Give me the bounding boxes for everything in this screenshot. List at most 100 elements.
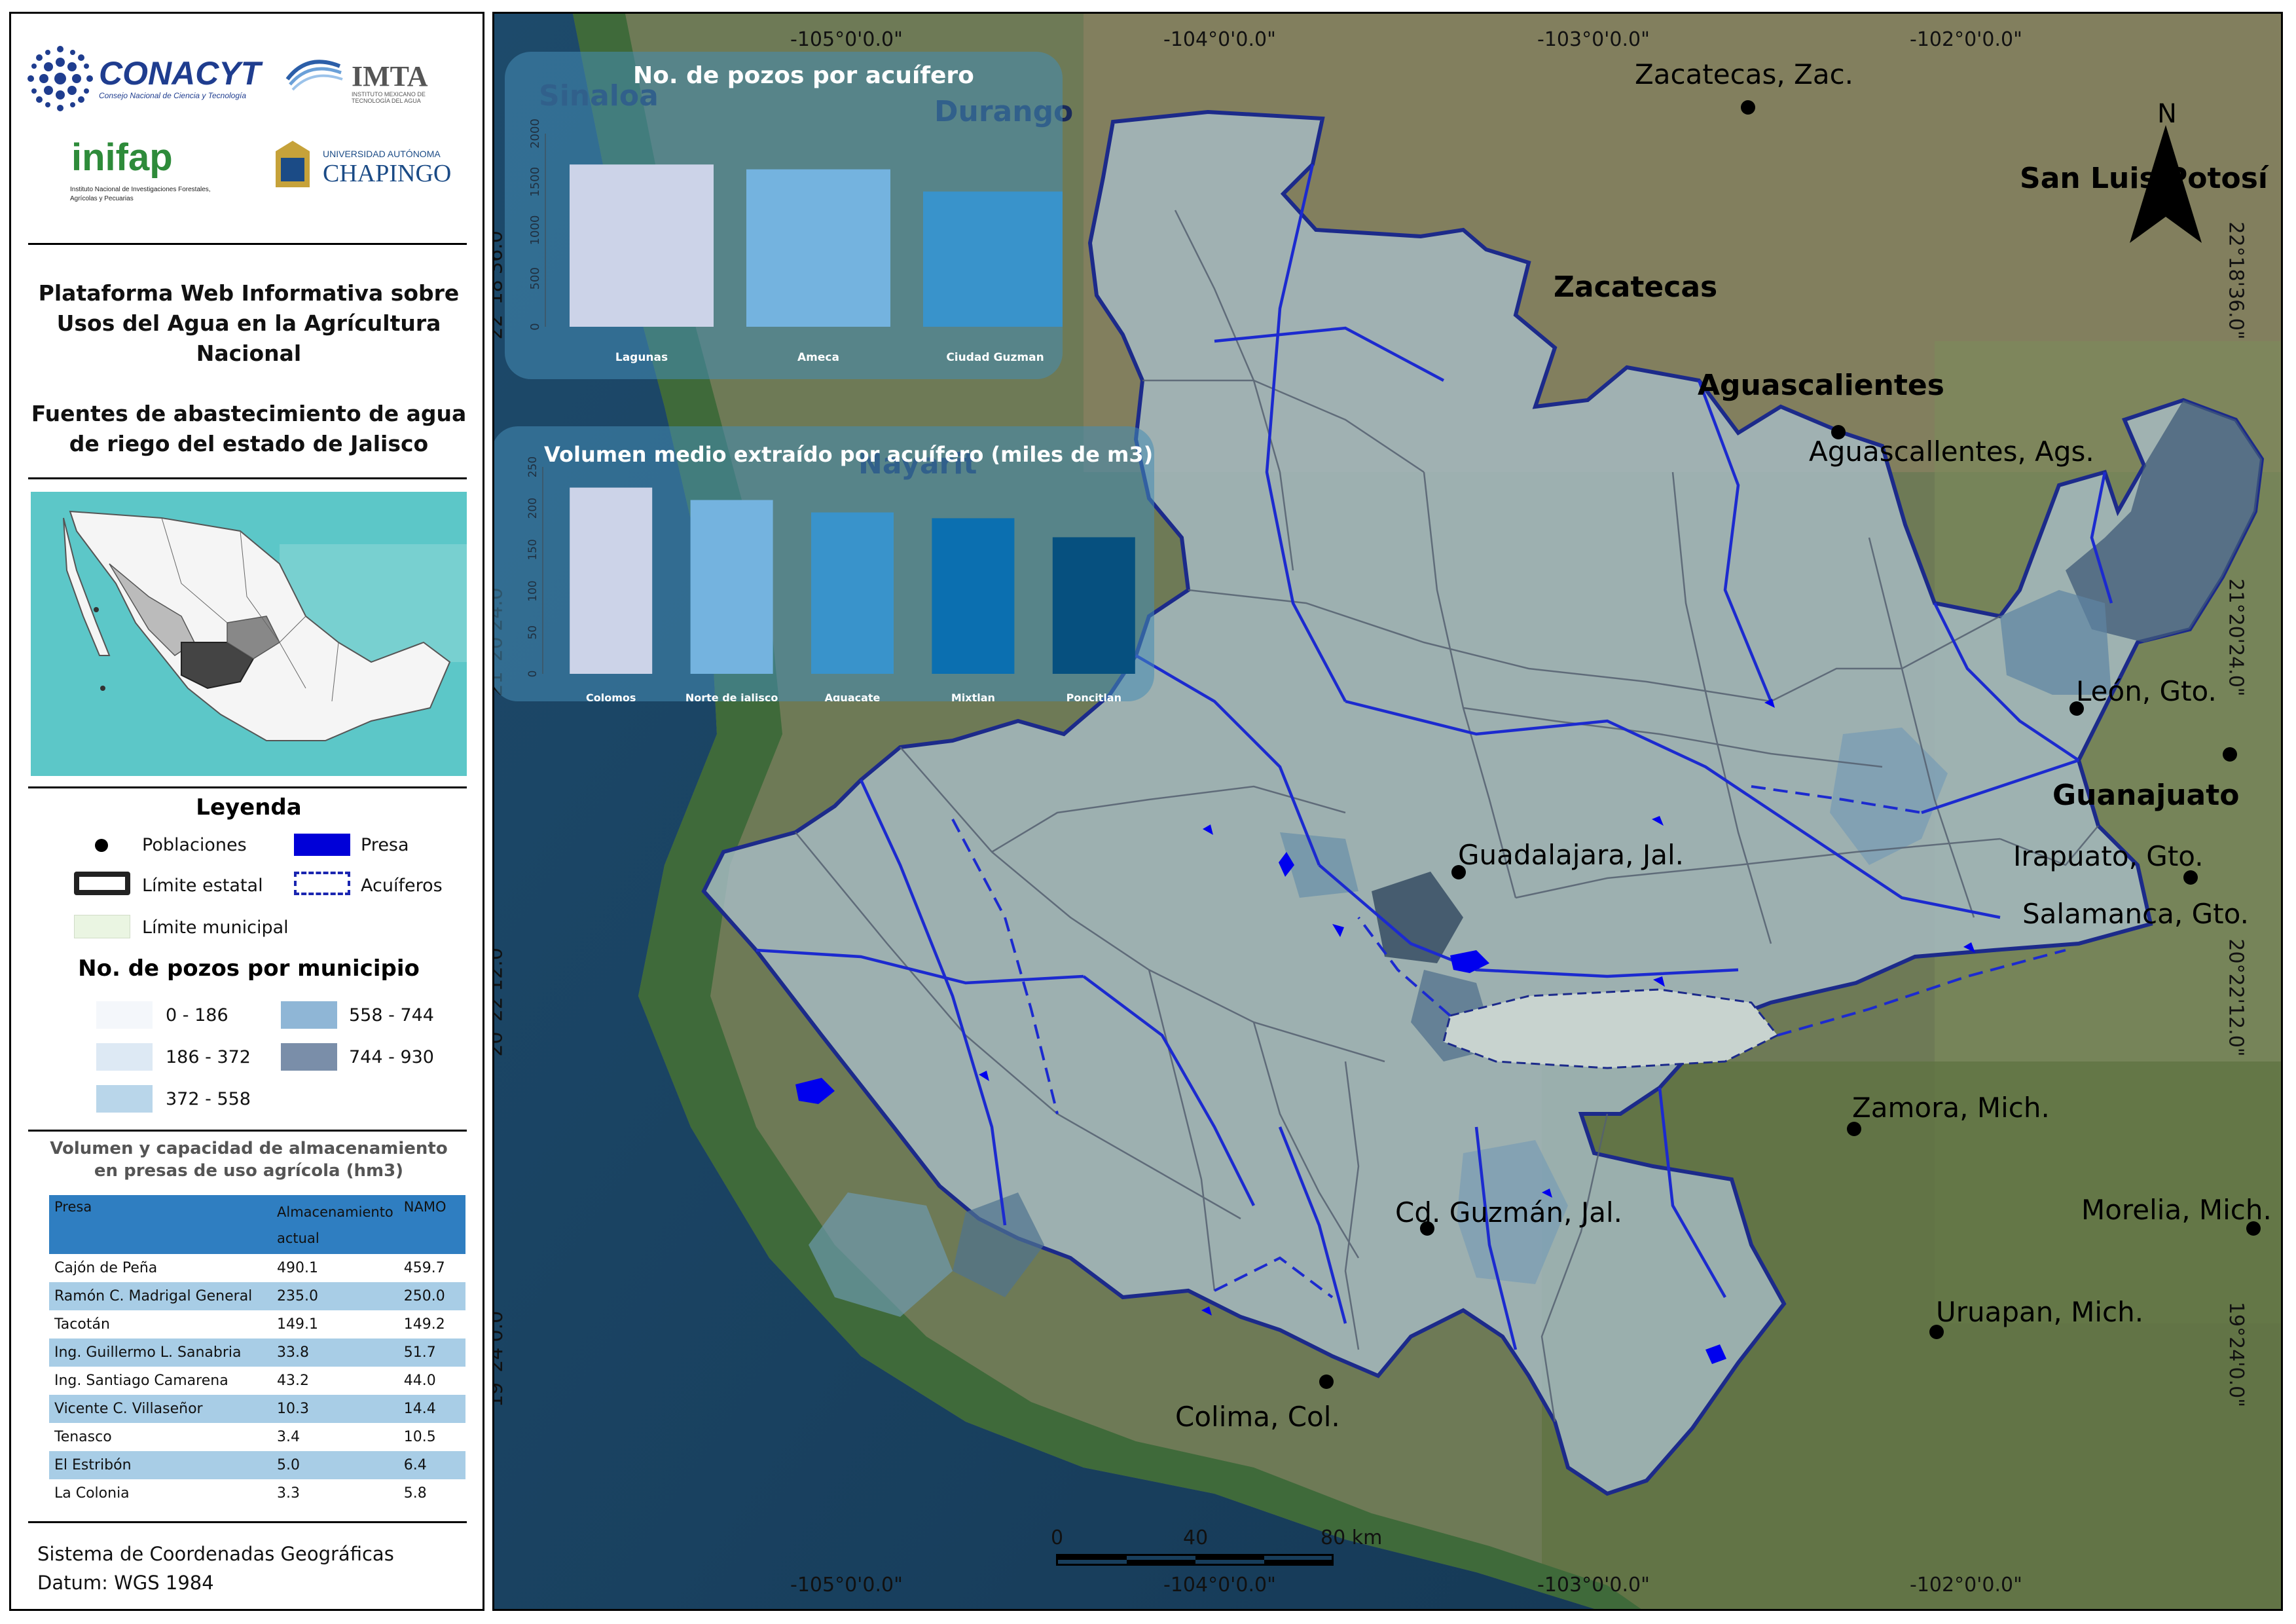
- locator-map: [31, 492, 467, 776]
- table-cell: Tacotán: [54, 1316, 110, 1333]
- city-dot: [1420, 1221, 1434, 1236]
- scale-label-40: 40: [1183, 1526, 1209, 1549]
- y-tick-label: 0: [528, 323, 542, 330]
- city-label-salamanca: Salamanca, Gto.: [2022, 898, 2249, 930]
- table-row: Cajón de Peña 490.1 459.7: [49, 1254, 465, 1282]
- table-cell: 14.4: [398, 1395, 465, 1423]
- class-label-3: 558 - 744: [349, 1005, 434, 1025]
- north-arrow-icon: [2130, 125, 2202, 243]
- state-label-san-luis-potosi: San Luis Potosí: [2020, 162, 2268, 195]
- city-dot: [1831, 425, 1846, 439]
- y-tick-label: 1500: [528, 167, 542, 197]
- coordinate-system-label: Sistema de Coordenadas Geográficas Datum…: [37, 1540, 394, 1597]
- table-row: Tenasco 3.4 10.5: [49, 1423, 465, 1451]
- imta-logo-text: IMTA: [352, 60, 428, 92]
- inifap-logo-text: inifap: [71, 136, 173, 179]
- class-label-4: 744 - 930: [349, 1047, 434, 1067]
- y-tick-label: 200: [526, 498, 539, 519]
- table-cell: Tenasco: [54, 1429, 112, 1445]
- presas-table: Presa Almacenamiento actual NAMO Cajón d…: [49, 1195, 465, 1507]
- city-label-irapuato: Irapuato, Gto.: [2013, 840, 2204, 872]
- coord-bottom-2: -103°0'0.0": [1537, 1574, 1650, 1596]
- table-header: NAMO: [398, 1195, 465, 1254]
- bar: [690, 500, 773, 674]
- x-category-label: Colomos: [586, 692, 636, 701]
- jalisco-state-polygon: [701, 109, 2265, 1496]
- chapingo-logo-text: CHAPINGO: [323, 160, 452, 187]
- coord-left-2: 20°22'12.0": [492, 938, 507, 1057]
- volume-chart: 0 50 100 150 200 250 Colomos Norte de jalisco Ag…: [526, 456, 1135, 701]
- bar: [923, 191, 1063, 327]
- table-cell: 44.0: [403, 1373, 436, 1389]
- scale-bar: [1056, 1554, 1334, 1566]
- table-header: Almacenamiento actual: [272, 1195, 399, 1254]
- table-cell: 149.2: [403, 1316, 445, 1333]
- volume-chart-title: Volumen medio extraído por acuífero (mil…: [544, 442, 1154, 467]
- scale-label-0: 0: [1051, 1526, 1064, 1549]
- map-title-line2: de riego del estado de Jalisco: [69, 431, 429, 456]
- y-tick-label: 0: [526, 671, 539, 678]
- class-label-2: 372 - 558: [166, 1089, 251, 1109]
- y-tick-label: 50: [526, 625, 539, 640]
- class-swatch-1: [96, 1043, 153, 1071]
- legend-title: Leyenda: [196, 794, 302, 821]
- table-cell: Ramón C. Madrigal General: [49, 1282, 272, 1310]
- city-label-morelia: Morelia, Mich.: [2081, 1194, 2272, 1226]
- coord-top-3: -102°0'0.0": [1910, 28, 2022, 51]
- table-cell: 43.2: [277, 1373, 309, 1389]
- map-frame: -105°0'0.0" -104°0'0.0" -103°0'0.0" -102…: [492, 12, 2283, 1611]
- info-panel: CONACYT Consejo Nacional de Ciencia y Te…: [9, 12, 484, 1611]
- presas-table-title-line2: en presas de uso agrícola (hm3): [94, 1161, 404, 1181]
- legend-acuiferos: Acuíferos: [361, 876, 443, 896]
- table-cell: 10.3: [272, 1395, 399, 1423]
- wells-chart: 0 500 1000 1500 2000 Lagunas Ameca Ciudad Guzma…: [528, 119, 1063, 364]
- y-tick-label: 250: [526, 456, 539, 477]
- class-swatch-0: [96, 1001, 153, 1029]
- class-label-0: 0 - 186: [166, 1005, 228, 1025]
- table-row: El Estribón 5.0 6.4: [49, 1451, 465, 1479]
- city-dot: [2183, 870, 2198, 885]
- legend-poblaciones: Poblaciones: [142, 835, 247, 855]
- bar: [1052, 537, 1135, 674]
- scale-label-80: 80 km: [1321, 1526, 1383, 1549]
- table-cell: 250.0: [398, 1282, 465, 1310]
- table-cell: Ing. Guillermo L. Sanabria: [49, 1338, 272, 1367]
- city-dot: [2069, 701, 2084, 716]
- table-row: Tacotán 149.1 149.2: [49, 1310, 465, 1338]
- presas-table-title: Volumen y capacidad de almacenamiento en…: [11, 1137, 486, 1182]
- y-tick-label: 1000: [528, 215, 542, 246]
- table-row: Ramón C. Madrigal General 235.0 250.0: [49, 1282, 465, 1310]
- city-label-leon: León, Gto.: [2076, 675, 2217, 707]
- chapingo-logo-icon: [276, 141, 310, 187]
- platform-title-line1: Plataforma Web Informativa sobre: [38, 280, 460, 306]
- coord-top-1: -104°0'0.0": [1163, 28, 1276, 51]
- coord-right-1: 21°20'24.0": [2224, 578, 2248, 697]
- inifap-logo-subtitle: Instituto Nacional de Investigaciones Fo…: [70, 186, 211, 202]
- table-header-row: Presa Almacenamiento actual NAMO: [49, 1195, 465, 1254]
- bar: [746, 169, 890, 327]
- state-label-zacatecas: Zacatecas: [1554, 270, 1718, 304]
- bar: [932, 518, 1015, 674]
- coord-bottom-0: -105°0'0.0": [790, 1574, 903, 1596]
- bar: [570, 164, 714, 327]
- poblaciones-symbol-icon: [95, 839, 108, 852]
- x-category-label: Mixtlan: [951, 692, 995, 701]
- north-label: N: [2157, 99, 2177, 129]
- wells-chart-title: No. de pozos por acuífero: [633, 62, 974, 89]
- table-cell: 459.7: [403, 1260, 445, 1276]
- class-swatch-3: [281, 1001, 337, 1029]
- city-label-zacatecas: Zacatecas, Zac.: [1635, 58, 1854, 90]
- table-cell: 6.4: [398, 1451, 465, 1479]
- x-category-label: Lagunas: [615, 351, 668, 364]
- city-label-guadalajara: Guadalajara, Jal.: [1458, 839, 1684, 871]
- coord-right-2: 20°22'12.0": [2224, 938, 2248, 1057]
- conacyt-logo-subtitle: Consejo Nacional de Ciencia y Tecnología: [99, 91, 247, 100]
- x-category-label: Ciudad Guzman: [946, 351, 1044, 364]
- coord-right-0: 22°18'36.0": [2224, 221, 2248, 340]
- city-dot: [1847, 1122, 1861, 1136]
- table-cell: 3.3: [277, 1485, 300, 1502]
- y-tick-label: 2000: [528, 119, 542, 149]
- table-cell: Ing. Santiago Camarena: [54, 1373, 228, 1389]
- table-cell: 3.4: [277, 1429, 300, 1445]
- y-tick-label: 100: [526, 580, 539, 601]
